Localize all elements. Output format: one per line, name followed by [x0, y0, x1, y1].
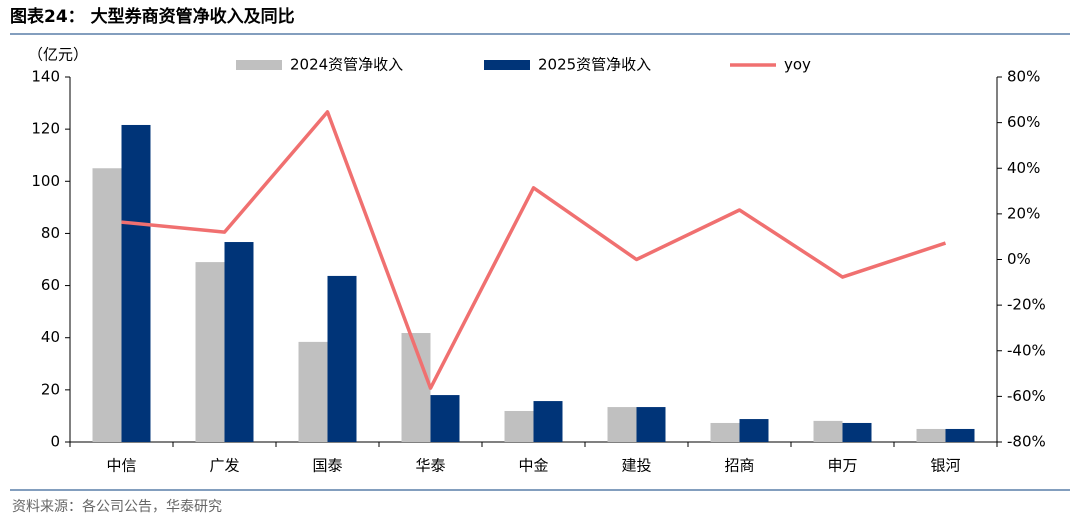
y2-tick-label: 60% — [1007, 113, 1040, 131]
x-tick-label: 广发 — [209, 457, 239, 475]
bar — [298, 341, 328, 442]
x-tick-label: 建投 — [621, 457, 651, 475]
y-tick-label: 20 — [41, 380, 60, 398]
y2-tick-label: -60% — [1007, 387, 1046, 405]
x-tick-label: 银河 — [930, 457, 960, 475]
y-tick-label: 120 — [31, 120, 60, 138]
x-tick-label: 中金 — [518, 457, 548, 475]
legend-swatch — [236, 60, 282, 70]
x-tick-label: 中信 — [106, 457, 136, 475]
bar — [327, 275, 357, 442]
legend-swatch — [484, 60, 530, 70]
bar — [195, 262, 225, 442]
y-tick-label: 40 — [41, 328, 60, 346]
y2-tick-label: 40% — [1007, 159, 1040, 177]
y-unit: （亿元） — [28, 46, 88, 64]
bar — [224, 242, 254, 442]
y-tick-label: 0 — [50, 433, 60, 451]
source: 资料来源：各公司公告，华泰研究 — [12, 499, 222, 515]
bar — [533, 401, 563, 442]
bar — [607, 407, 637, 442]
line — [121, 110, 947, 390]
bar — [636, 407, 666, 442]
bar — [739, 419, 769, 442]
y2-tick-label: -80% — [1007, 433, 1046, 451]
bar — [916, 428, 946, 442]
y-tick-label: 80 — [41, 224, 60, 242]
bar — [430, 395, 460, 442]
bar — [710, 422, 740, 442]
y-tick-label: 100 — [31, 172, 60, 190]
bar — [121, 124, 151, 442]
y2-tick-label: 0% — [1007, 250, 1031, 268]
bar — [842, 422, 872, 442]
y2-tick-label: -20% — [1007, 296, 1046, 314]
y2-tick-label: -40% — [1007, 341, 1046, 359]
y-tick-label: 60 — [41, 276, 60, 294]
bar — [504, 410, 534, 442]
legend-label: 2025资管净收入 — [538, 56, 651, 74]
bar — [92, 168, 122, 442]
x-tick-label: 华泰 — [415, 457, 445, 475]
chart-title: 图表24： 大型券商资管净收入及同比 — [10, 6, 295, 27]
x-tick-label: 招商 — [724, 457, 754, 475]
x-tick-label: 申万 — [827, 457, 857, 475]
y-tick-label: 140 — [31, 68, 60, 86]
legend-label: 2024资管净收入 — [290, 56, 403, 74]
y2-tick-label: 20% — [1007, 204, 1040, 222]
legend-label: yoy — [784, 56, 811, 74]
x-tick-label: 国泰 — [312, 457, 342, 475]
bar — [813, 420, 843, 442]
y2-tick-label: 80% — [1007, 68, 1040, 86]
bar — [945, 428, 975, 442]
